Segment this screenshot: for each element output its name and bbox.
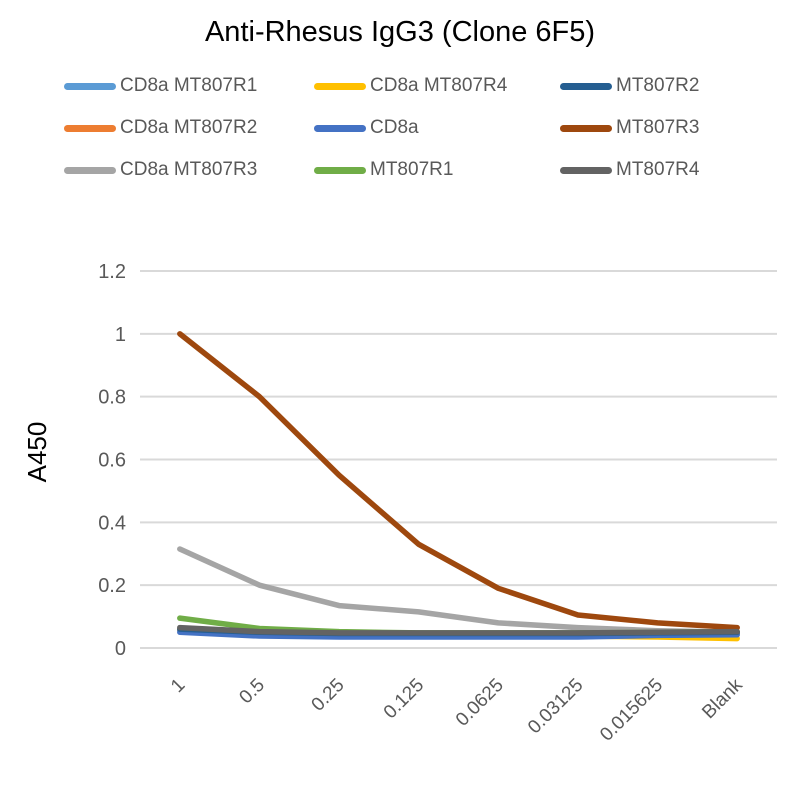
legend-item-mt807r1: MT807R1 [314,158,560,182]
legend-line-swatch-icon [64,124,116,132]
y-axis-tick-label: 0.6 [98,450,126,472]
y-axis-tick-label: 1.2 [98,261,126,283]
y-axis-title: A450 [22,422,52,483]
chart-title: Anti-Rhesus IgG3 (Clone 6F5) [204,16,596,48]
y-axis-tick-label: 0.8 [98,387,126,409]
y-axis-tick-label: 1 [115,324,126,346]
x-axis-tick-label: Blank [698,674,747,723]
legend-label: MT807R2 [616,75,700,96]
chart-legend: CD8a MT807R1 CD8a MT807R4 MT807R2 CD8a MT80… [64,74,764,182]
legend-label: CD8a [370,117,419,138]
legend-line-swatch-icon [314,166,366,174]
legend-label: MT807R3 [616,117,700,138]
legend-label: MT807R4 [616,159,700,180]
series-line-mt807r3 [177,331,740,631]
legend-line-swatch-icon [64,82,116,90]
legend-line-swatch-icon [560,82,612,90]
y-axis-tick-label: 0.2 [98,575,126,597]
x-axis-tick-label: 0.5 [235,675,269,709]
legend-item-mt807r2: MT807R2 [560,74,764,98]
x-axis-tick-label: 0.0625 [452,675,508,731]
x-axis-tick-label: 1 [167,675,189,697]
x-axis-tick-label: 0.03125 [524,675,587,738]
legend-item-cd8a-mt807r4: CD8a MT807R4 [314,74,560,98]
legend-item-cd8a-mt807r3: CD8a MT807R3 [64,158,314,182]
legend-line-swatch-icon [314,124,366,132]
y-axis-tick-label: 0.4 [98,512,126,534]
series-lines [177,331,740,642]
series-line-mt807r4 [177,624,740,636]
gridlines [140,270,777,649]
legend-item-mt807r3: MT807R3 [560,116,764,140]
legend-label: CD8a MT807R4 [370,75,508,96]
legend-label: CD8a MT807R3 [120,159,258,180]
legend-item-mt807r4: MT807R4 [560,158,764,182]
x-axis-tick-label: 0.125 [380,675,428,723]
x-axis-tick-label: 0.015625 [596,675,667,746]
legend-label: MT807R1 [370,159,454,180]
x-axis-tick-label: 0.25 [308,675,349,716]
legend-item-cd8a-mt807r2: CD8a MT807R2 [64,116,314,140]
legend-line-swatch-icon [560,166,612,174]
legend-line-swatch-icon [560,124,612,132]
legend-item-cd8a: CD8a [314,116,560,140]
legend-label: CD8a MT807R1 [120,75,258,96]
y-axis-tick-label: 0 [115,638,126,660]
legend-line-swatch-icon [314,82,366,90]
legend-line-swatch-icon [64,166,116,174]
legend-item-cd8a-mt807r1: CD8a MT807R1 [64,74,314,98]
legend-label: CD8a MT807R2 [120,117,258,138]
